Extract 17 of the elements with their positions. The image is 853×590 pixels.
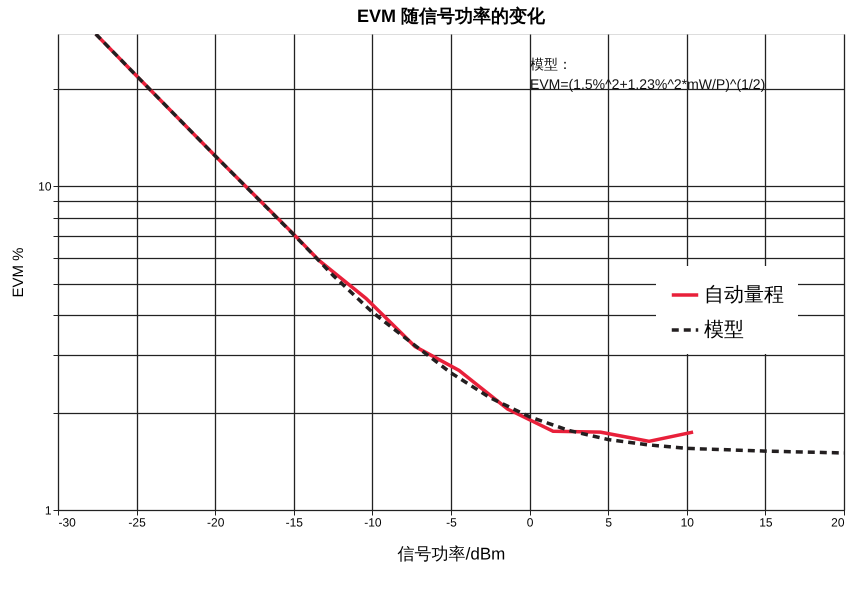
x-axis-title: 信号功率/dBm [398, 544, 506, 564]
x-tick-label: -25 [128, 516, 146, 530]
x-tick-label: -10 [364, 516, 382, 530]
x-tick-label: -30 [58, 516, 76, 530]
x-tick-label: 0 [526, 516, 534, 530]
x-tick-label: 15 [759, 516, 773, 530]
y-tick-label: 1 [44, 504, 52, 518]
chart-title: EVM 随信号功率的变化 [356, 6, 546, 26]
x-tick-label: 10 [680, 516, 694, 530]
x-tick-label: -15 [286, 516, 304, 530]
x-tick-label: -20 [207, 516, 225, 530]
legend-label: 模型 [704, 319, 744, 341]
legend-label: 自动量程 [704, 284, 784, 306]
y-axis-title: EVM % [10, 247, 28, 298]
x-tick-label: 20 [831, 516, 845, 530]
x-tick-label: -5 [446, 516, 458, 530]
x-tick-label: 5 [605, 516, 612, 530]
